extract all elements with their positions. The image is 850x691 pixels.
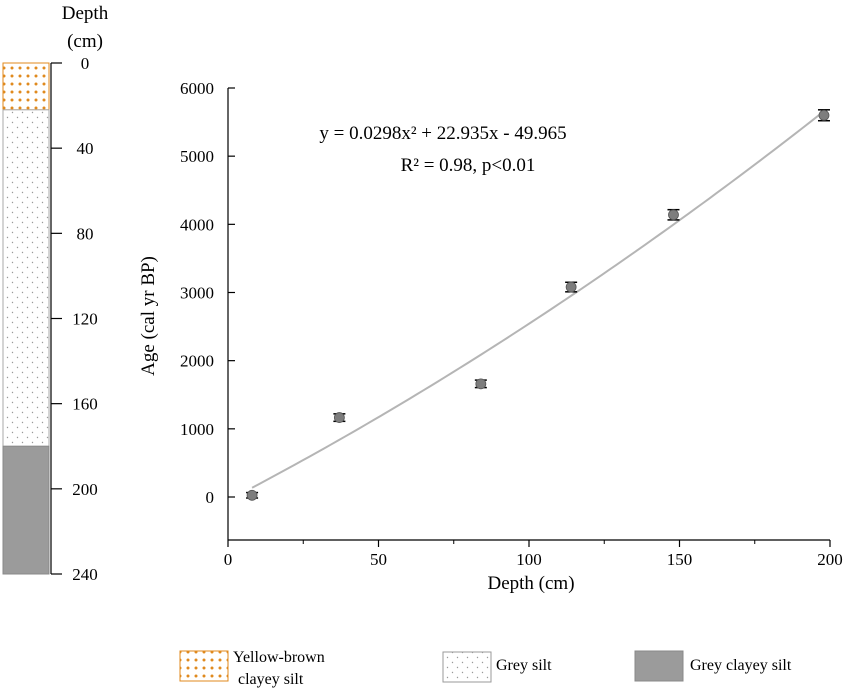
x-tick-label: 0 (224, 550, 233, 569)
column-header-unit: (cm) (67, 31, 103, 52)
x-axis-title: Depth (cm) (487, 573, 574, 594)
point-marker (818, 109, 830, 121)
x-axis-ticks: 0 50 100 150 200 (224, 540, 843, 569)
data-point (474, 378, 487, 390)
legend-swatch-grey-clayey-silt (634, 650, 684, 682)
x-tick-label: 200 (817, 550, 843, 569)
point-marker (565, 281, 577, 293)
data-point (333, 412, 346, 423)
column-tick-label: 0 (81, 54, 90, 73)
y-tick-label: 4000 (180, 215, 214, 234)
column-header-depth: Depth (62, 3, 109, 24)
data-point (817, 109, 830, 122)
legend: Yellow-brown clayey silt Grey silt Grey … (179, 649, 792, 688)
legend-label-yellow-brown-line1: Yellow-brown (233, 649, 325, 666)
stratigraphic-column: Depth (cm) 0 40 80 120 160 200 240 (2, 3, 109, 584)
y-tick-label: 5000 (180, 147, 214, 166)
x-tick-label: 150 (667, 550, 693, 569)
fit-curve (251, 110, 825, 489)
column-tick-label: 80 (77, 224, 94, 243)
column-tick-label: 240 (72, 565, 98, 584)
data-point (667, 208, 680, 221)
legend-swatch-grey-silt (442, 651, 492, 683)
column-ticks: 0 40 80 120 160 200 240 (51, 54, 98, 584)
x-tick-label: 100 (516, 550, 542, 569)
data-point (565, 281, 578, 293)
legend-label-yellow-brown-line2: clayey silt (238, 671, 304, 688)
legend-item-yellow-brown-clayey-silt: Yellow-brown clayey silt (179, 649, 325, 688)
legend-label-grey-silt: Grey silt (496, 657, 552, 674)
legend-label-grey-clayey-silt: Grey clayey silt (690, 657, 792, 674)
layer-yellow-brown-clayey-silt (2, 62, 50, 111)
legend-swatch-yellow-brown (179, 650, 229, 682)
layer-grey-silt (2, 109, 50, 447)
column-tick-label: 40 (77, 139, 94, 158)
fit-equation: y = 0.0298x² + 22.935x - 49.965 (319, 123, 566, 144)
point-marker (668, 209, 679, 221)
point-marker (246, 489, 258, 501)
legend-item-grey-clayey-silt: Grey clayey silt (634, 650, 792, 682)
y-tick-label: 1000 (180, 420, 214, 439)
y-tick-label: 3000 (180, 284, 214, 303)
y-axis-title: Age (cal yr BP) (138, 256, 159, 376)
y-axis-ticks: 0 1000 2000 3000 4000 5000 6000 (180, 79, 235, 507)
column-tick-label: 120 (72, 310, 98, 329)
data-points (246, 109, 830, 501)
point-marker (475, 378, 487, 390)
data-point (246, 489, 259, 501)
column-tick-label: 200 (72, 480, 98, 499)
fit-statistics: R² = 0.98, p<0.01 (401, 155, 536, 176)
column-layers (2, 62, 50, 575)
legend-item-grey-silt: Grey silt (442, 651, 552, 683)
layer-grey-clayey-silt (2, 445, 50, 575)
point-marker (333, 412, 345, 423)
x-tick-label: 50 (370, 550, 387, 569)
column-tick-label: 160 (72, 395, 98, 414)
y-tick-label: 2000 (180, 352, 214, 371)
y-tick-label: 6000 (180, 79, 214, 98)
y-tick-label: 0 (206, 488, 215, 507)
age-depth-chart: 0 1000 2000 3000 4000 5000 6000 0 50 100 150 200 y… (138, 79, 843, 594)
